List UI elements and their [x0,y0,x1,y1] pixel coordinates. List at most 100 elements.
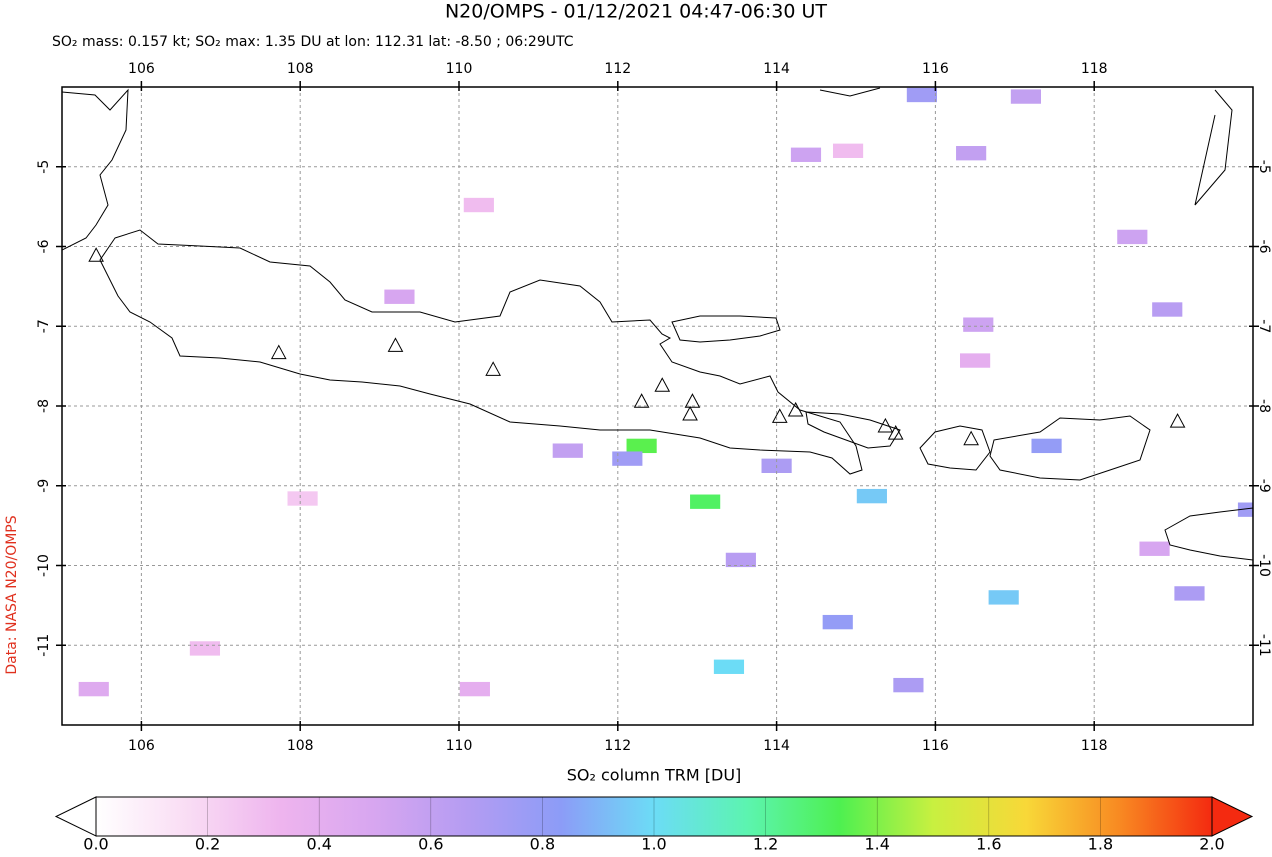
colorbar-tick-label: 1.8 [1088,835,1113,854]
volcano-marker [877,417,894,433]
so2-pixel [988,590,1019,605]
so2-pixel [906,87,937,103]
x-tick-label: 114 [763,61,790,77]
coast-bali [805,411,901,449]
colorbar-tick-label: 1.0 [641,835,666,854]
y-tick-label: -5 [36,160,52,174]
x-tick-label: 114 [763,738,790,754]
grid [62,87,1253,725]
so2-pixel [1139,541,1170,556]
so2-pixel [287,491,318,506]
volcano-markers [88,247,1186,446]
so2-pixel [893,677,924,693]
so2-pixel [725,552,756,568]
so2-pixel [459,681,490,697]
volcano-marker [1169,413,1186,428]
coast-kalimantan [819,87,1233,206]
so2-pixel [612,451,643,466]
volcano-marker [787,401,804,417]
x-tick-label: 110 [446,738,473,754]
coast-madura [671,315,781,343]
x-tick-label: 110 [446,61,473,77]
so2-pixel [1237,502,1253,517]
volcano-marker [270,344,287,360]
colorbar-tick-label: 0.2 [195,835,220,854]
y-tick-label: -8 [1256,399,1272,413]
so2-pixel [1031,438,1062,454]
volcano-marker [963,430,979,446]
colorbar-tick-label: 0.8 [530,835,555,854]
so2-pixel [463,197,494,213]
so2-pixel [552,443,583,458]
x-tick-label: 106 [128,61,155,77]
so2-pixel [1010,89,1042,104]
coastlines [62,87,1253,561]
x-tick-label: 116 [922,61,949,77]
axis-ticks: 106 106 108 108 110 110 112 112 114 114 116 116 118 1… [36,61,1272,754]
x-tick-label: 108 [287,61,314,77]
so2-pixel [1174,586,1205,601]
colorbar-tick-label: 1.6 [976,835,1001,854]
volcano-marker [887,425,904,440]
colorbar-tick-label: 1.4 [864,835,889,854]
colorbar-high-arrow [1211,796,1254,837]
so2-pixel [189,641,221,656]
y-tick-label: -6 [1256,240,1272,254]
colorbar-label: SO₂ column TRM [DU] [567,766,742,785]
so2-pixel [822,614,853,630]
so2-pixel [956,146,987,161]
colorbar-tick-label: 0.0 [83,835,108,854]
volcano-marker [633,393,650,408]
so2-pixel [626,438,657,454]
volcano-marker [771,408,788,423]
colorbar-low-arrow [54,796,97,837]
so2-pixel [690,494,721,509]
volcano-marker [88,247,104,262]
so2-pixel [856,488,887,504]
colorbar-tick-label: 2.0 [1199,835,1224,854]
y-tick-label: -9 [1256,479,1272,493]
title: N20/OMPS - 01/12/2021 04:47-06:30 UT [445,1,827,23]
so2-pixel [78,681,109,697]
y-tick-label: -6 [36,239,52,253]
so2-pixel [1152,302,1183,317]
so2-pixel [963,317,994,332]
subtitle: SO₂ mass: 0.157 kt; SO₂ max: 1.35 DU at … [52,34,574,50]
x-tick-label: 118 [1081,738,1108,754]
colorbar-tick-label: 1.2 [753,835,778,854]
y-tick-label: -10 [1256,554,1272,577]
so2-pixel [790,147,822,162]
colorbar-tick-label: 0.6 [418,835,443,854]
x-tick-label: 112 [604,61,631,77]
volcano-marker [387,337,404,352]
y-tick-label: -8 [36,399,52,413]
coast-lombok [919,425,991,471]
volcano-marker [654,377,671,392]
colorbar-ticks: 0.0 0.2 0.4 0.6 0.8 1.0 1.2 1.4 1.6 1.8 2.0 [83,797,1225,854]
y-tick-label: -11 [36,634,52,657]
x-tick-label: 112 [604,738,631,754]
so2-pixel [1117,229,1148,245]
colorbar-tick-label: 0.4 [306,835,331,854]
y-tick-label: -11 [1256,634,1272,657]
y-tick-label: -9 [36,479,52,493]
volcano-marker [682,405,698,421]
y-tick-label: -10 [36,554,52,577]
x-tick-label: 118 [1081,61,1108,77]
coast-flores [1164,507,1253,561]
so2-pixels [78,87,1253,697]
volcano-marker [485,361,501,376]
y-tick-label: -5 [1256,160,1272,174]
y-tick-label: -7 [1256,319,1272,333]
y-tick-label: -7 [36,319,52,333]
coast-java [99,229,863,475]
colorbar [95,796,1213,837]
coast-sumatra [62,88,129,251]
x-tick-label: 108 [287,738,314,754]
x-tick-label: 116 [922,738,949,754]
so2-pixel [384,289,415,304]
volcano-marker [684,393,701,408]
side-label: Data: NASA N20/OMPS [4,515,20,674]
